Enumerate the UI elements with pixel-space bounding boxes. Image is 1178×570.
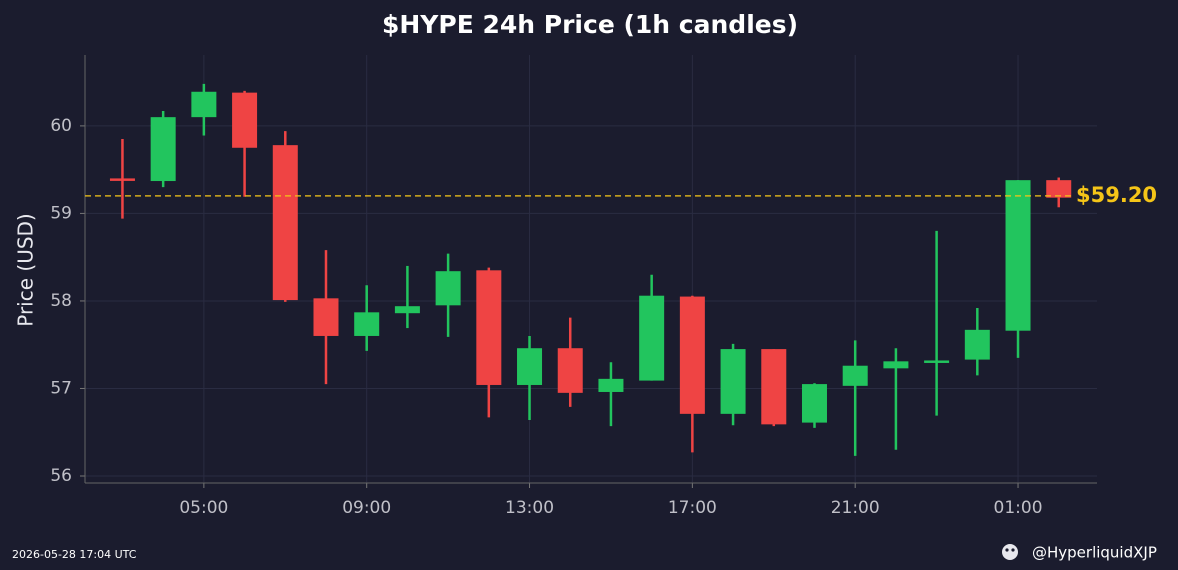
candle-body	[1046, 180, 1072, 198]
y-tick-label: 58	[50, 291, 72, 311]
candle-body	[964, 329, 990, 360]
candle-body	[598, 378, 624, 392]
candle-body	[354, 312, 380, 336]
candle-body	[557, 348, 583, 393]
y-tick-label: 60	[50, 116, 72, 136]
candle-body	[150, 117, 176, 182]
last-price-label: $59.20	[1076, 183, 1157, 207]
timestamp: 2026-05-28 17:04 UTC	[12, 548, 137, 561]
y-tick-label: 56	[50, 466, 72, 486]
x-tick-label: 17:00	[668, 498, 717, 518]
handle-icon	[1002, 544, 1018, 560]
x-tick-label: 05:00	[179, 498, 228, 518]
candle-body	[232, 92, 258, 148]
candle-body	[720, 349, 746, 414]
candle-body	[476, 270, 502, 385]
candle-body	[924, 360, 950, 363]
icon-eye	[1005, 548, 1009, 552]
candle-body	[517, 348, 543, 385]
handle: @HyperliquidXJP	[1032, 544, 1157, 562]
candle-body	[109, 178, 135, 181]
y-axis-label: Price (USD)	[14, 213, 38, 327]
x-tick-label: 09:00	[342, 498, 391, 518]
chart-title: $HYPE 24h Price (1h candles)	[382, 10, 798, 39]
candle-body	[435, 271, 461, 306]
candle-body	[191, 91, 217, 118]
candle-body	[801, 384, 827, 423]
y-tick-label: 57	[50, 378, 72, 398]
candle-body	[883, 361, 909, 369]
x-tick-label: 13:00	[505, 498, 554, 518]
candle-body	[761, 349, 787, 425]
icon-eye	[1011, 548, 1015, 552]
x-tick-label: 01:00	[994, 498, 1043, 518]
icon-circle	[1002, 544, 1018, 560]
y-tick-label: 59	[50, 203, 72, 223]
candle-body	[842, 365, 868, 386]
x-tick-label: 21:00	[831, 498, 880, 518]
candle-body	[679, 296, 705, 414]
candle-body	[272, 145, 298, 301]
candle-body	[394, 306, 420, 314]
candle-body	[1005, 180, 1031, 331]
candle-body	[639, 295, 665, 381]
candle-body	[313, 298, 339, 336]
